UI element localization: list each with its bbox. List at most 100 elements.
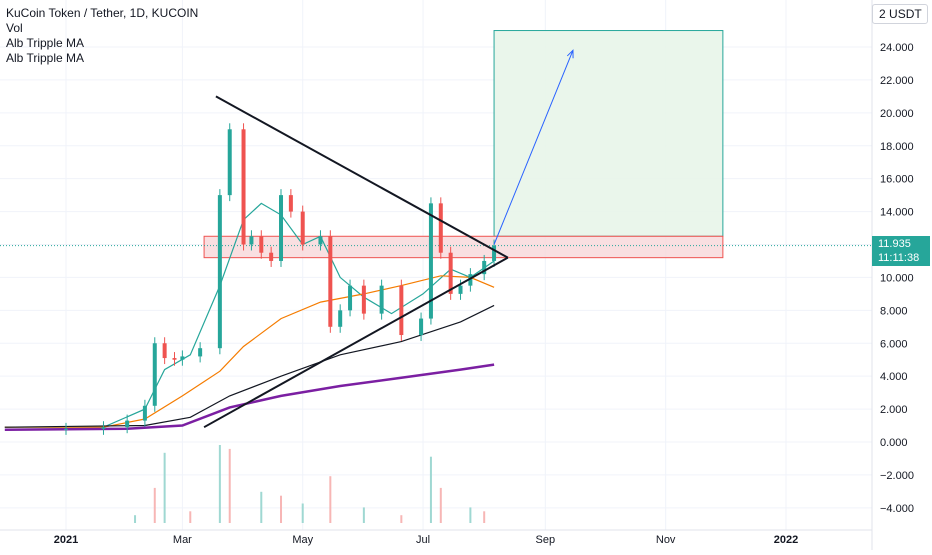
candle-body bbox=[269, 252, 274, 261]
volume-bar bbox=[400, 515, 403, 523]
volume-bar bbox=[218, 445, 221, 523]
y-tick-label: 18.000 bbox=[880, 141, 914, 153]
ascending-trendline bbox=[203, 256, 509, 429]
candle-body bbox=[468, 274, 473, 286]
candle-body bbox=[348, 285, 353, 311]
y-tick-label: 8.000 bbox=[880, 305, 908, 317]
y-tick-label: 6.000 bbox=[880, 338, 908, 350]
last-price-value: 11.935 bbox=[878, 238, 911, 250]
currency-prefix: 2 bbox=[879, 7, 886, 21]
candle-body bbox=[180, 356, 185, 360]
candle-body bbox=[428, 203, 433, 319]
candle-body bbox=[419, 318, 424, 336]
volume-bar bbox=[469, 507, 472, 523]
candle-body bbox=[361, 285, 366, 314]
candle-body bbox=[448, 252, 453, 294]
y-tick-label: 20.000 bbox=[880, 108, 914, 120]
candle-body bbox=[338, 310, 343, 327]
candle-body bbox=[458, 285, 463, 294]
symbol-title[interactable]: KuCoin Token / Tether, 1D, KUCOIN bbox=[6, 6, 199, 20]
candle-body bbox=[318, 236, 323, 245]
volume-indicator-label[interactable]: Vol bbox=[6, 21, 23, 35]
candle-body bbox=[142, 405, 147, 421]
time-axis[interactable]: 2021 Mar May Jul Sep Nov 2022 bbox=[54, 534, 798, 546]
x-tick-label: Sep bbox=[536, 534, 556, 546]
candle-body bbox=[482, 260, 487, 275]
resistance-zone bbox=[203, 235, 724, 259]
volume-bar bbox=[439, 487, 442, 523]
volume-bar bbox=[329, 476, 332, 523]
volume-bars bbox=[134, 445, 486, 523]
candle-body bbox=[152, 343, 157, 406]
price-axis[interactable]: 24.00022.00020.00018.00016.00014.00012.0… bbox=[880, 42, 914, 515]
bar-countdown: 11:11:38 bbox=[878, 252, 920, 264]
volume-bar bbox=[280, 495, 283, 523]
projection-arrow bbox=[493, 50, 574, 245]
moving-average-line bbox=[4, 275, 495, 428]
volume-bar bbox=[134, 515, 137, 523]
candle-body bbox=[279, 195, 284, 261]
y-tick-label: 4.000 bbox=[880, 371, 908, 383]
volume-bar bbox=[260, 491, 263, 523]
candle-body bbox=[328, 236, 333, 327]
currency-selector[interactable]: 2 USDT bbox=[872, 4, 928, 24]
volume-bar bbox=[483, 511, 486, 523]
x-tick-label: Nov bbox=[656, 534, 676, 546]
candle-body bbox=[300, 211, 305, 245]
candle-body bbox=[217, 195, 222, 349]
candle-body bbox=[125, 420, 130, 428]
y-tick-label: 24.000 bbox=[880, 42, 914, 54]
indicator-label-1[interactable]: Alb Tripple MA bbox=[6, 36, 85, 50]
volume-bar bbox=[189, 511, 192, 523]
candle-body bbox=[438, 203, 443, 253]
candle-body bbox=[249, 236, 254, 245]
candle-body bbox=[259, 236, 264, 253]
candle-body bbox=[399, 285, 404, 336]
volume-bar bbox=[163, 452, 166, 523]
y-tick-label: −2.000 bbox=[880, 470, 914, 482]
candle-body bbox=[101, 427, 106, 429]
y-tick-label: 2.000 bbox=[880, 404, 908, 416]
volume-bar bbox=[228, 448, 231, 523]
currency-label: USDT bbox=[889, 7, 922, 21]
candle-body bbox=[227, 129, 232, 196]
grid bbox=[0, 0, 872, 530]
y-tick-label: −4.000 bbox=[880, 503, 914, 515]
volume-bar bbox=[429, 456, 432, 523]
x-tick-label: 2022 bbox=[774, 534, 798, 546]
volume-bar bbox=[301, 503, 304, 523]
y-tick-label: 22.000 bbox=[880, 75, 914, 87]
chart-legend: KuCoin Token / Tether, 1D, KUCOIN Vol Al… bbox=[6, 6, 198, 66]
price-series bbox=[64, 123, 497, 435]
descending-trendline bbox=[215, 95, 509, 259]
y-tick-label: 0.000 bbox=[880, 437, 908, 449]
target-box bbox=[493, 30, 724, 237]
y-tick-label: 14.000 bbox=[880, 207, 914, 219]
candle-body bbox=[162, 343, 167, 359]
moving-average-line bbox=[4, 304, 495, 428]
moving-average-line bbox=[4, 363, 495, 431]
candle-body bbox=[379, 285, 384, 314]
x-tick-label: May bbox=[292, 534, 313, 546]
candle-body bbox=[241, 129, 246, 245]
last-price-tag: 11.935 11:11:38 bbox=[872, 236, 930, 266]
candle-body bbox=[288, 195, 293, 212]
x-tick-label: Jul bbox=[416, 534, 430, 546]
drawings-foreground[interactable] bbox=[203, 49, 574, 429]
candle-body bbox=[172, 358, 177, 360]
indicator-label-2[interactable]: Alb Tripple MA bbox=[6, 51, 85, 65]
arrow-head bbox=[566, 49, 574, 59]
candle-body bbox=[492, 245, 497, 261]
x-tick-label: Mar bbox=[173, 534, 192, 546]
drawings-background bbox=[0, 30, 872, 259]
y-tick-label: 16.000 bbox=[880, 174, 914, 186]
volume-bar bbox=[153, 487, 156, 523]
x-tick-label: 2021 bbox=[54, 534, 78, 546]
y-tick-label: 10.000 bbox=[880, 272, 914, 284]
moving-average-line bbox=[4, 202, 495, 428]
candle-body bbox=[64, 428, 68, 430]
candle-body bbox=[198, 348, 203, 357]
volume-bar bbox=[362, 507, 365, 523]
